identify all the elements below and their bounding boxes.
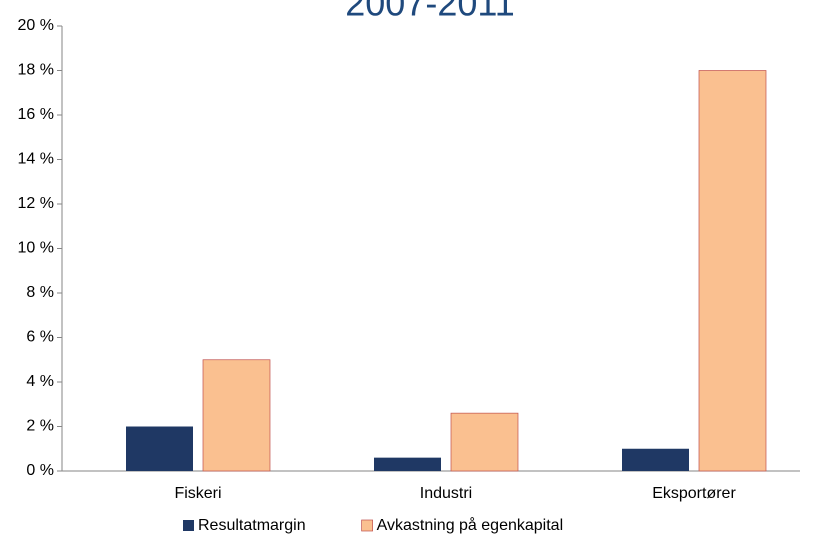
chart: 2007-2011 0 % 2 % 4 % 6 % 8 % 10 % 12 % 14 % 16 … — [0, 0, 813, 541]
y-tick-label: 6 % — [26, 329, 54, 346]
y-tick-label: 16 % — [18, 106, 54, 123]
bar — [203, 360, 270, 471]
bar — [622, 449, 689, 471]
y-tick-label: 8 % — [26, 284, 54, 301]
legend-label: Avkastning på egenkapital — [377, 516, 564, 534]
y-tick-label: 10 % — [18, 240, 54, 257]
y-tick-label: 18 % — [18, 62, 54, 79]
y-tick-label: 0 % — [26, 462, 54, 479]
y-tick-label: 4 % — [26, 373, 54, 390]
y-tick-label: 20 % — [18, 17, 54, 34]
y-tick-label: 12 % — [18, 195, 54, 212]
legend-swatch — [362, 520, 373, 531]
x-tick-label: Eksportører — [652, 485, 736, 502]
page: 2007-2011 0 % 2 % 4 % 6 % 8 % 10 % 12 % 14 % 16 … — [0, 0, 813, 541]
y-tick-label: 2 % — [26, 418, 54, 435]
x-tick-label: Fiskeri — [174, 485, 221, 502]
bar — [451, 413, 518, 471]
chart-title: 2007-2011 — [345, 0, 515, 24]
x-tick-label: Industri — [420, 485, 472, 502]
bar — [699, 71, 766, 472]
bar — [126, 427, 193, 472]
bar — [374, 458, 441, 471]
legend-swatch — [183, 520, 194, 531]
legend-label: Resultatmargin — [198, 517, 306, 534]
y-tick-label: 14 % — [18, 151, 54, 168]
